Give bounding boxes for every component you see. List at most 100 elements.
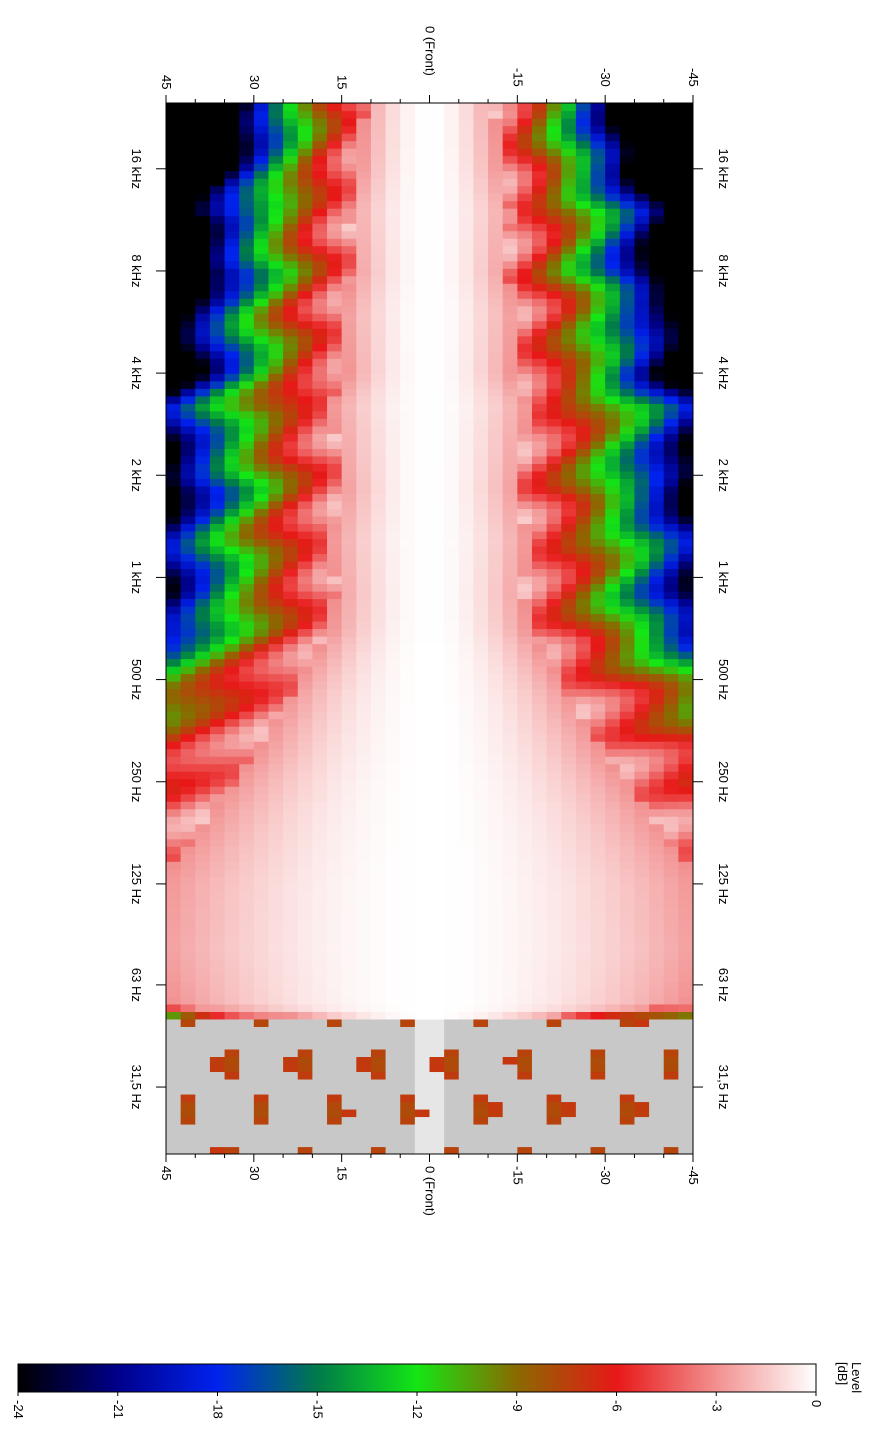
heatmap-cell: [488, 636, 504, 645]
heatmap-cell: [385, 861, 401, 870]
heatmap-cell: [385, 350, 401, 359]
heatmap-cell: [458, 110, 475, 119]
heatmap-cell: [180, 118, 196, 127]
heatmap-cell: [517, 936, 533, 945]
heatmap-cell: [458, 553, 475, 562]
heatmap-cell: [458, 696, 475, 705]
heatmap-cell: [283, 230, 299, 239]
heatmap-cell: [444, 1116, 460, 1125]
heatmap-cell: [253, 583, 270, 592]
heatmap-cell: [634, 958, 650, 967]
heatmap-cell: [180, 1123, 196, 1133]
heatmap-cell: [356, 651, 372, 660]
heatmap-cell: [166, 275, 182, 284]
heatmap-cell: [488, 193, 504, 202]
heatmap-cell: [649, 560, 665, 570]
heatmap-cell: [502, 1086, 518, 1095]
heatmap-cell: [312, 718, 328, 727]
heatmap-cell: [268, 575, 284, 585]
heatmap-cell: [502, 1101, 518, 1110]
heatmap-cell: [649, 636, 665, 645]
heatmap-cell: [268, 853, 284, 862]
heatmap-cell: [268, 163, 284, 172]
heatmap-cell: [619, 1071, 636, 1080]
heatmap-cell: [678, 1123, 693, 1133]
heatmap-cell: [429, 583, 445, 592]
heatmap-cell: [166, 425, 182, 434]
heatmap-cell: [458, 1048, 475, 1058]
heatmap-cell: [414, 1131, 431, 1140]
heatmap-cell: [634, 140, 650, 149]
heatmap-cell: [166, 973, 182, 982]
heatmap-cell: [166, 185, 182, 194]
heatmap-cell: [458, 230, 475, 239]
heatmap-cell: [590, 313, 606, 322]
heatmap-cell: [195, 223, 211, 232]
heatmap-cell: [444, 560, 460, 570]
heatmap-cell: [473, 966, 489, 975]
heatmap-cell: [209, 891, 226, 900]
heatmap-cell: [590, 463, 606, 472]
heatmap-cell: [634, 328, 650, 337]
heatmap-cell: [400, 628, 416, 637]
heatmap-cell: [253, 178, 270, 187]
heatmap-cell: [297, 170, 313, 179]
heatmap-cell: [283, 808, 299, 817]
heatmap-cell: [605, 350, 621, 359]
heatmap-cell: [166, 238, 182, 247]
heatmap-cell: [239, 973, 255, 982]
heatmap-cell: [605, 1146, 621, 1154]
heatmap-cell: [678, 1033, 693, 1042]
heatmap-cell: [546, 936, 562, 945]
heatmap-cell: [590, 906, 606, 915]
heatmap-cell: [575, 253, 592, 262]
heatmap-cell: [327, 981, 343, 990]
heatmap-cell: [619, 208, 636, 217]
heatmap-cell: [531, 973, 548, 982]
heatmap-cell: [224, 515, 240, 524]
heatmap-cell: [531, 185, 548, 194]
heatmap-cell: [312, 898, 328, 907]
heatmap-cell: [253, 703, 270, 712]
heatmap-cell: [546, 193, 562, 202]
heatmap-cell: [605, 913, 621, 922]
heatmap-cell: [166, 523, 182, 532]
heatmap-cell: [341, 215, 357, 224]
heatmap-cell: [678, 335, 693, 344]
heatmap-cell: [385, 1078, 401, 1088]
heatmap-cell: [400, 478, 416, 487]
heatmap-cell: [370, 110, 387, 119]
heatmap-cell: [619, 853, 636, 862]
heatmap-cell: [605, 1138, 621, 1148]
heatmap-cell: [297, 1063, 313, 1073]
heatmap-cell: [575, 801, 592, 810]
heatmap-cell: [678, 726, 693, 735]
heatmap-cell: [195, 636, 211, 645]
heatmap-cell: [195, 388, 211, 397]
heatmap-cell: [209, 388, 226, 397]
heatmap-cell: [283, 718, 299, 727]
heatmap-cell: [649, 981, 665, 990]
heatmap-cell: [546, 876, 562, 885]
heatmap-cell: [253, 590, 270, 600]
heatmap-cell: [473, 846, 489, 855]
heatmap-cell: [209, 681, 226, 690]
heatmap-cell: [370, 365, 387, 374]
heatmap-cell: [488, 853, 504, 862]
heatmap-cell: [649, 1086, 665, 1095]
heatmap-cell: [180, 485, 196, 494]
heatmap-cell: [180, 178, 196, 187]
heatmap-cell: [663, 898, 679, 907]
heatmap-cell: [283, 575, 299, 585]
heatmap-cell: [414, 778, 431, 787]
heatmap-cell: [400, 1026, 416, 1035]
heatmap-cell: [356, 538, 372, 547]
heatmap-cell: [649, 418, 665, 427]
heatmap-cell: [312, 771, 328, 780]
heatmap-cell: [473, 928, 489, 937]
heatmap-cell: [327, 943, 343, 952]
heatmap-cell: [663, 1071, 679, 1080]
heatmap-cell: [649, 853, 665, 862]
heatmap-cell: [327, 373, 343, 382]
heatmap-cell: [561, 1093, 577, 1103]
